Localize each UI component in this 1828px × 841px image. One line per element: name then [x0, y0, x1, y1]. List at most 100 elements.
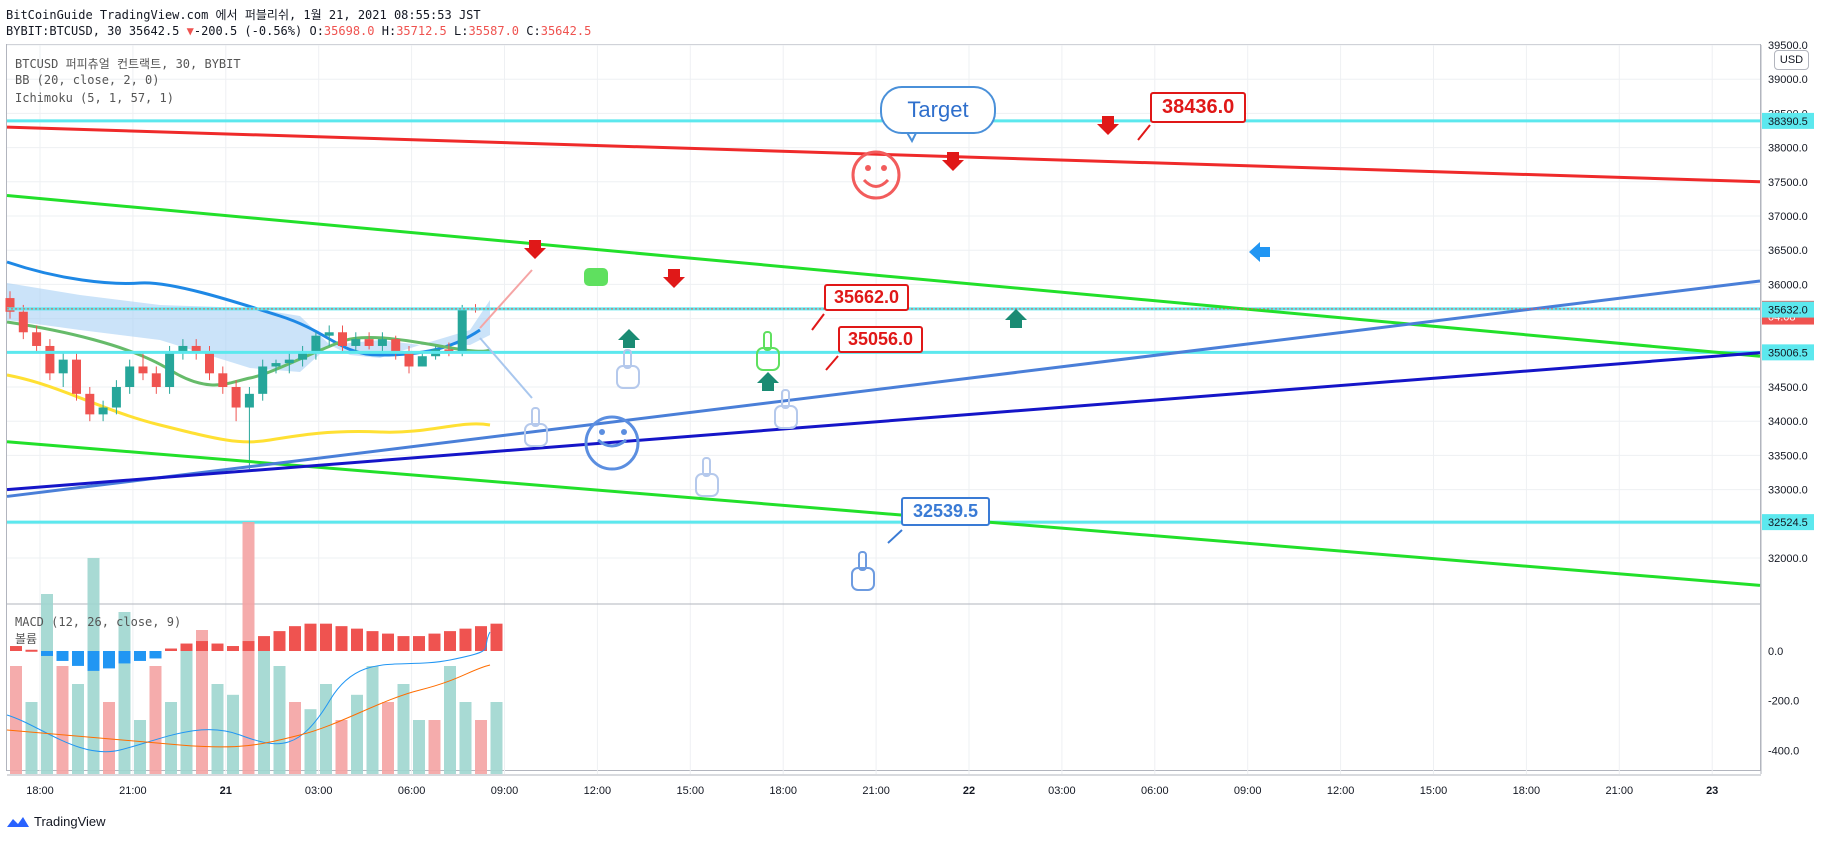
time-tick-label: 15:00	[1420, 785, 1448, 797]
pointer-hand-icon-finger	[531, 407, 540, 427]
candle-body	[284, 359, 294, 364]
macd-hist-bar	[180, 643, 193, 651]
symbol-legend[interactable]: BTCUSD 퍼피츄얼 컨트랙트, 30, BYBIT	[15, 57, 241, 71]
smiley-icon	[851, 150, 901, 200]
price-tick-label: 33000.0	[1768, 485, 1808, 497]
candle-body	[45, 345, 55, 374]
macd-legend[interactable]: MACD (12, 26, close, 9)	[15, 615, 182, 629]
candle-body	[218, 373, 228, 387]
publish-header: BitCoinGuide TradingView.com 에서 퍼블리쉬, 1월…	[6, 8, 481, 22]
bb-legend[interactable]: BB (20, close, 2, 0)	[15, 73, 160, 87]
signal-line	[6, 664, 491, 748]
price-label-badge	[1762, 112, 1814, 129]
time-tick-label: 09:00	[491, 785, 519, 797]
ohlc-open: 35698.0	[323, 24, 375, 38]
change-arrow-icon: ▼	[186, 24, 194, 38]
arrow-down-icon	[663, 269, 685, 288]
price-tick-label: 37000.0	[1768, 211, 1808, 223]
volume-bar	[413, 720, 425, 774]
time-tick-label: 03:00	[305, 785, 333, 797]
price-tick-label: 34500.0	[1768, 382, 1808, 394]
time-tick-label: 21	[220, 785, 232, 797]
macd-hist-bar	[413, 636, 425, 651]
price-tick-label: 36000.0	[1768, 279, 1808, 291]
tradingview-logo-icon	[7, 816, 29, 827]
ohlc-o-label: O:	[309, 24, 324, 38]
price-tick-label: 39500.0	[1768, 40, 1808, 52]
tag-tail	[887, 529, 903, 544]
confused-face-icon	[584, 415, 640, 471]
confused-eye-icon	[599, 429, 605, 435]
macd-hist-bar	[273, 631, 286, 651]
price-tick-label: 33500.0	[1768, 450, 1808, 462]
time-tick-label: 22	[963, 785, 975, 797]
candle-body	[311, 335, 321, 353]
candle-body	[72, 359, 81, 394]
macd-hist-bar	[165, 648, 177, 651]
volume-bar	[41, 594, 53, 774]
macd-tick-label: 0.0	[1768, 646, 1783, 658]
macd-hist-bar	[320, 623, 332, 651]
candle-body	[165, 352, 175, 387]
volume-bar	[10, 666, 22, 774]
time-tick-label: 21:00	[1606, 785, 1634, 797]
volume-bar	[459, 702, 472, 774]
candle-body	[18, 311, 28, 333]
candle-body	[191, 345, 201, 353]
pointer-hand-icon-finger	[623, 349, 632, 369]
macd-hist-bar	[475, 626, 487, 651]
trendline-blue-support	[6, 279, 1761, 498]
candle-body	[244, 393, 254, 408]
candle-body	[98, 407, 108, 415]
volume-bar	[335, 720, 348, 774]
macd-hist-bar	[25, 649, 38, 652]
volume-bar	[304, 709, 317, 774]
arrow-down-icon	[524, 240, 546, 259]
macd-hist-bar	[134, 651, 146, 661]
pointer-hand-icon	[851, 567, 875, 591]
time-tick-label: 21:00	[862, 785, 890, 797]
arrow-down-icon	[942, 152, 964, 171]
candle-body	[457, 308, 467, 353]
candle-body	[391, 339, 401, 353]
macd-hist-bar	[87, 651, 100, 671]
candle-body	[377, 339, 387, 346]
macd-hist-bar	[289, 626, 301, 651]
time-tick-label: 23	[1706, 785, 1718, 797]
volume-bar	[490, 702, 503, 774]
price-label-text: 38390.5	[1768, 116, 1808, 128]
candle-body	[151, 373, 161, 387]
macd-hist-bar	[366, 631, 379, 651]
candle-body	[271, 363, 281, 367]
projection-down	[479, 337, 533, 399]
candle-body	[5, 298, 15, 312]
volume-bar	[149, 666, 162, 774]
price-label-badge	[1762, 514, 1814, 531]
candle-body	[364, 339, 374, 346]
footer[interactable]: TradingView	[6, 814, 106, 829]
tag-tail	[811, 313, 825, 331]
volume-bar	[351, 694, 363, 774]
macd-hist-bar	[211, 643, 224, 651]
time-tick-label: 21:00	[119, 785, 147, 797]
pointer-hand-icon	[756, 347, 780, 371]
candle-body	[138, 366, 148, 374]
price-label-badge	[1762, 301, 1814, 318]
volume-bar	[196, 630, 208, 774]
ichimoku-legend[interactable]: Ichimoku (5, 1, 57, 1)	[15, 91, 174, 105]
currency-button[interactable]: USD	[1774, 50, 1809, 70]
macd-hist-bar	[149, 651, 162, 659]
candle-body	[324, 332, 334, 336]
price-tick-label: 38000.0	[1768, 143, 1808, 155]
tag-tail	[1137, 124, 1151, 141]
volume-legend[interactable]: 볼륨	[15, 632, 38, 646]
macd-hist-bar	[382, 633, 394, 651]
cat-icon	[584, 268, 608, 286]
price-tick-label: 39000.0	[1768, 74, 1808, 86]
arrow-left-icon	[1249, 242, 1270, 262]
candle-body	[125, 366, 135, 387]
ohlc-high: 35712.5	[396, 24, 447, 38]
candle-body	[205, 352, 214, 374]
tag-tail	[825, 355, 839, 371]
